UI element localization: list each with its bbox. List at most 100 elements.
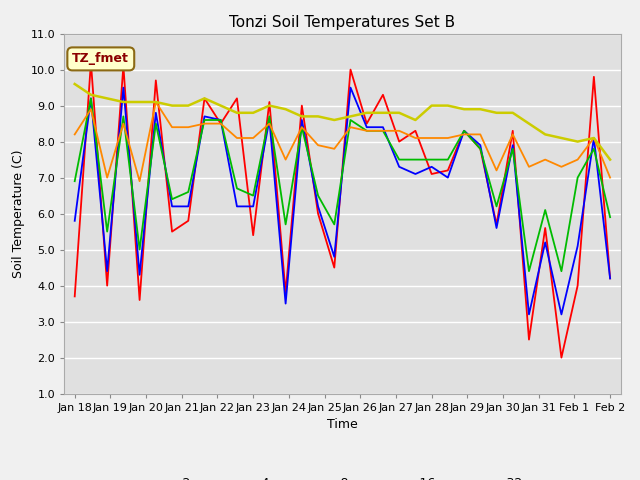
-16cm <box>282 156 289 162</box>
-4cm <box>396 164 403 169</box>
-32cm <box>525 120 533 126</box>
-32cm <box>363 110 371 116</box>
-8cm <box>201 117 209 123</box>
-16cm <box>460 132 468 137</box>
-8cm <box>217 117 225 123</box>
-8cm <box>282 221 289 227</box>
Line: -8cm: -8cm <box>75 98 610 271</box>
-32cm <box>136 99 143 105</box>
-8cm <box>379 128 387 133</box>
-2cm <box>509 128 516 133</box>
-2cm <box>606 276 614 281</box>
-2cm <box>184 218 192 224</box>
-32cm <box>71 81 79 87</box>
-2cm <box>444 168 452 173</box>
-32cm <box>266 103 273 108</box>
-16cm <box>298 124 306 130</box>
-8cm <box>71 178 79 184</box>
Line: -16cm: -16cm <box>75 102 610 181</box>
-32cm <box>509 110 516 116</box>
-4cm <box>282 300 289 306</box>
-32cm <box>444 103 452 108</box>
-8cm <box>493 204 500 209</box>
-32cm <box>217 103 225 108</box>
-2cm <box>330 264 338 270</box>
-16cm <box>476 132 484 137</box>
-2cm <box>250 232 257 238</box>
-2cm <box>574 283 582 288</box>
Line: -2cm: -2cm <box>75 62 610 358</box>
-4cm <box>412 171 419 177</box>
-4cm <box>152 110 159 116</box>
-8cm <box>590 146 598 152</box>
-4cm <box>525 312 533 317</box>
-4cm <box>444 175 452 180</box>
-8cm <box>298 124 306 130</box>
-2cm <box>557 355 565 360</box>
-32cm <box>120 99 127 105</box>
-8cm <box>136 247 143 252</box>
-4cm <box>184 204 192 209</box>
-8cm <box>412 156 419 162</box>
-16cm <box>168 124 176 130</box>
Text: TZ_fmet: TZ_fmet <box>72 52 129 65</box>
-2cm <box>493 221 500 227</box>
-4cm <box>363 124 371 130</box>
-32cm <box>428 103 435 108</box>
Line: -4cm: -4cm <box>75 87 610 314</box>
-2cm <box>590 74 598 80</box>
-4cm <box>330 254 338 260</box>
-8cm <box>541 207 549 213</box>
-32cm <box>87 92 95 97</box>
-16cm <box>71 132 79 137</box>
-8cm <box>250 192 257 199</box>
-32cm <box>541 132 549 137</box>
-4cm <box>298 117 306 123</box>
-32cm <box>606 156 614 162</box>
-8cm <box>428 156 435 162</box>
-8cm <box>574 175 582 180</box>
-32cm <box>314 113 322 119</box>
-4cm <box>574 243 582 249</box>
-32cm <box>493 110 500 116</box>
-32cm <box>298 113 306 119</box>
-4cm <box>493 225 500 231</box>
-16cm <box>525 164 533 169</box>
-4cm <box>476 142 484 148</box>
-32cm <box>379 110 387 116</box>
-2cm <box>379 92 387 97</box>
Line: -32cm: -32cm <box>75 84 610 159</box>
-4cm <box>606 276 614 281</box>
-2cm <box>541 225 549 231</box>
X-axis label: Time: Time <box>327 418 358 431</box>
-4cm <box>120 84 127 90</box>
-16cm <box>412 135 419 141</box>
-4cm <box>250 204 257 209</box>
-2cm <box>87 60 95 65</box>
-2cm <box>347 67 355 72</box>
-8cm <box>314 192 322 199</box>
-2cm <box>363 120 371 126</box>
-32cm <box>347 113 355 119</box>
-16cm <box>541 156 549 162</box>
-4cm <box>168 204 176 209</box>
-4cm <box>590 135 598 141</box>
-16cm <box>314 142 322 148</box>
-2cm <box>314 211 322 216</box>
-2cm <box>103 283 111 288</box>
-4cm <box>379 124 387 130</box>
-16cm <box>606 175 614 180</box>
-16cm <box>557 164 565 169</box>
-16cm <box>590 135 598 141</box>
-4cm <box>71 218 79 224</box>
-4cm <box>266 117 273 123</box>
-32cm <box>233 110 241 116</box>
-8cm <box>396 156 403 162</box>
-16cm <box>120 120 127 126</box>
-8cm <box>347 117 355 123</box>
-2cm <box>120 63 127 69</box>
-8cm <box>168 196 176 202</box>
-2cm <box>412 128 419 133</box>
-32cm <box>476 106 484 112</box>
-16cm <box>103 175 111 180</box>
